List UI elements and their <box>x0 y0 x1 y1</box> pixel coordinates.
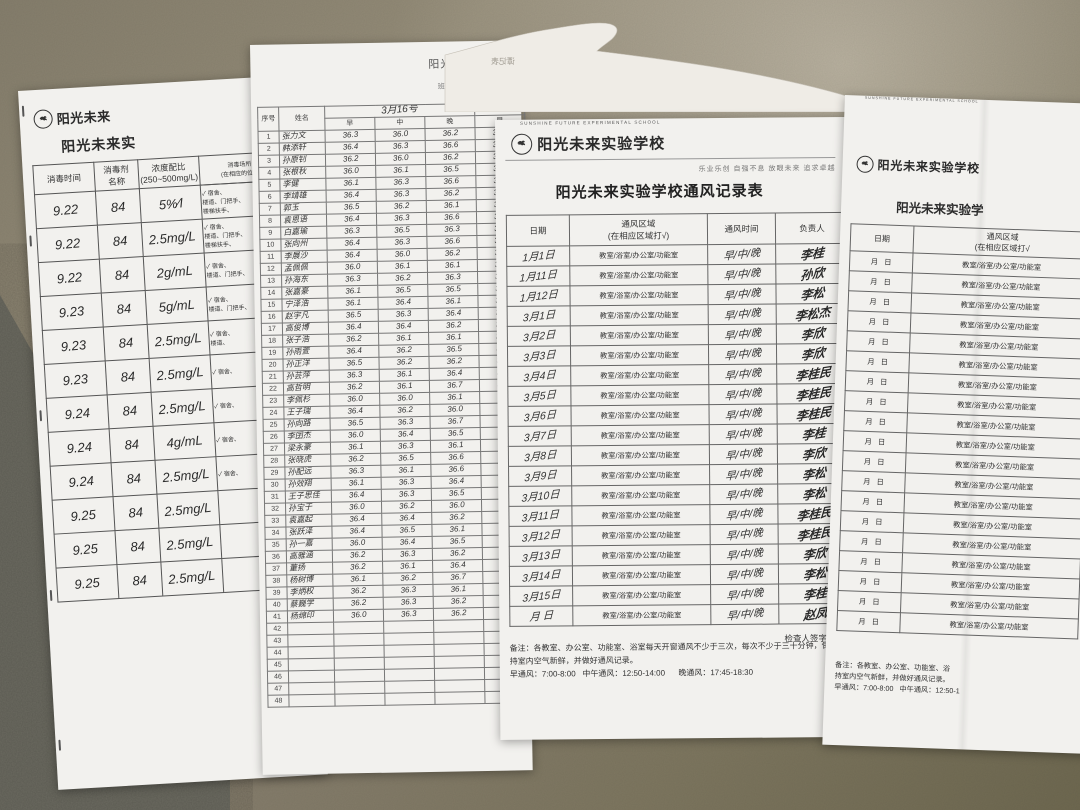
svg-text:谭记表: 谭记表 <box>491 56 515 66</box>
